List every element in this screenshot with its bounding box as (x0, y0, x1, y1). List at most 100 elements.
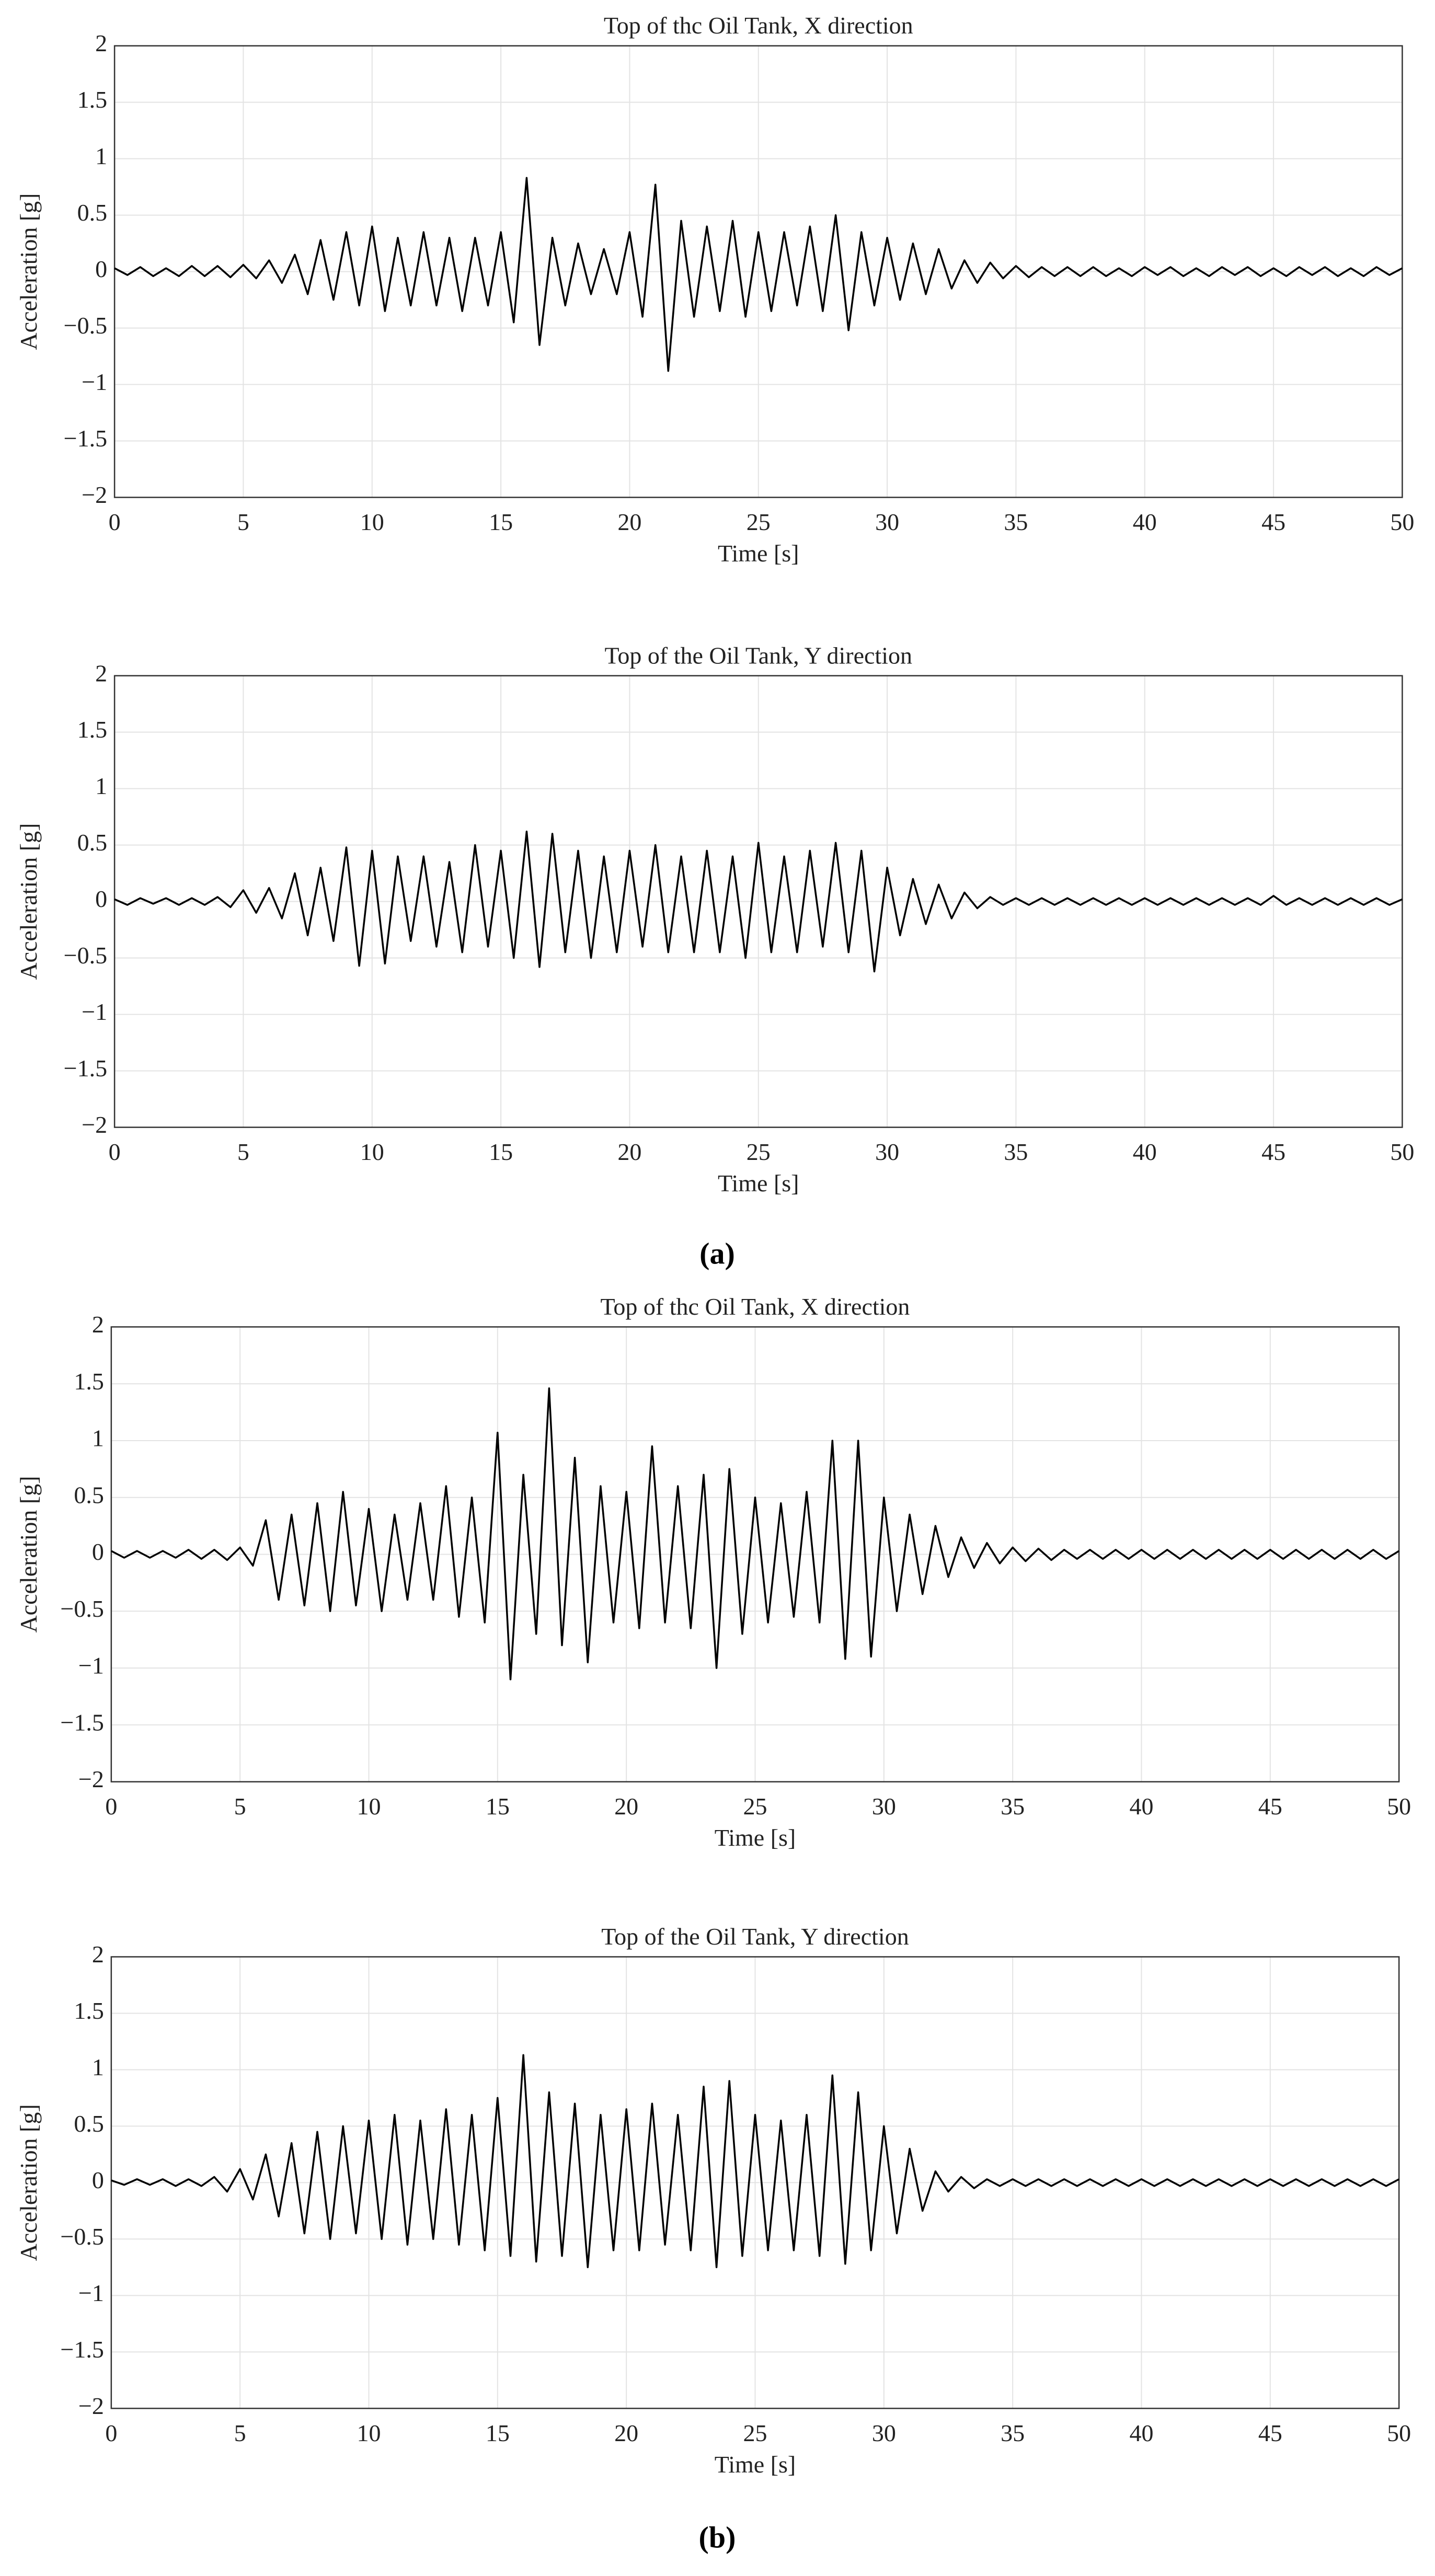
x-tick-label: 20 (617, 509, 641, 535)
x-tick-label: 15 (489, 1138, 513, 1165)
y-tick-label: 1.5 (77, 716, 108, 743)
x-tick-label: 50 (1390, 1138, 1414, 1165)
plot-frame (113, 45, 1403, 498)
x-tick-label: 5 (234, 1793, 246, 1820)
x-tick-label: 30 (875, 509, 899, 535)
x-tick-label: 35 (1001, 2420, 1025, 2446)
x-tick-label: 50 (1387, 1793, 1411, 1820)
chart-title: Top of the Oil Tank, Y direction (601, 1923, 909, 1950)
y-axis-label: Acceleration [g] (15, 823, 42, 980)
y-tick-label: −0.5 (64, 942, 107, 969)
y-tick-label: −2 (82, 1111, 107, 1138)
y-tick-label: 1 (95, 773, 107, 799)
x-tick-label: 15 (486, 2420, 510, 2446)
y-tick-label: 1.5 (74, 1997, 104, 2024)
plot-frame (113, 675, 1403, 1128)
x-tick-label: 10 (360, 1138, 384, 1165)
x-tick-label: 0 (105, 1793, 117, 1820)
chart-title: Top of thc Oil Tank, X direction (604, 12, 913, 39)
y-tick-label: −1.5 (60, 2336, 104, 2363)
x-tick-label: 20 (614, 1793, 638, 1820)
y-tick-label: 0.5 (74, 1481, 104, 1508)
caption: (b) (699, 2520, 736, 2554)
x-tick-label: 15 (489, 509, 513, 535)
y-tick-label: −0.5 (64, 312, 107, 339)
x-tick-label: 5 (237, 509, 249, 535)
y-tick-label: −1 (78, 1652, 104, 1679)
x-tick-label: 0 (109, 509, 121, 535)
x-tick-label: 0 (105, 2420, 117, 2446)
x-axis-label: Time [s] (715, 1824, 796, 1851)
x-tick-label: 25 (743, 1793, 767, 1820)
y-tick-label: 1 (92, 1425, 104, 1452)
y-tick-label: 0 (95, 886, 107, 912)
y-tick-label: 2 (92, 1311, 104, 1338)
y-tick-label: −0.5 (60, 1595, 104, 1622)
y-tick-label: −1 (82, 369, 107, 395)
plot-frame (110, 1956, 1400, 2409)
y-tick-label: 0 (95, 256, 107, 282)
x-tick-label: 30 (872, 1793, 896, 1820)
x-tick-label: 25 (747, 509, 771, 535)
chart-title: Top of thc Oil Tank, X direction (601, 1293, 910, 1320)
y-axis-label: Acceleration [g] (15, 1476, 42, 1632)
y-tick-label: 2 (95, 30, 107, 56)
y-tick-label: −0.5 (60, 2223, 104, 2250)
x-axis-label: Time [s] (718, 540, 799, 567)
y-tick-label: −1 (78, 2280, 104, 2306)
y-tick-label: 2 (95, 660, 107, 686)
x-tick-label: 50 (1390, 509, 1414, 535)
x-tick-label: 5 (234, 2420, 246, 2446)
x-tick-label: 35 (1001, 1793, 1025, 1820)
y-tick-label: 0.5 (74, 2110, 104, 2137)
data-line (114, 830, 1403, 973)
y-tick-label: 1.5 (74, 1368, 104, 1395)
x-tick-label: 25 (747, 1138, 771, 1165)
x-tick-label: 40 (1133, 509, 1157, 535)
x-tick-label: 20 (614, 2420, 638, 2446)
plot-frame (110, 1326, 1400, 1782)
x-tick-label: 10 (357, 2420, 381, 2446)
data-line (110, 1387, 1400, 1681)
y-tick-label: −1.5 (64, 425, 107, 452)
chart-title: Top of the Oil Tank, Y direction (605, 642, 912, 669)
y-tick-label: 0.5 (77, 199, 108, 226)
x-tick-label: 10 (357, 1793, 381, 1820)
x-tick-label: 35 (1004, 509, 1028, 535)
y-tick-label: −1.5 (64, 1055, 107, 1082)
caption: (a) (699, 1236, 735, 1270)
x-tick-label: 5 (237, 1138, 249, 1165)
x-axis-label: Time [s] (715, 2451, 796, 2478)
y-tick-label: −2 (82, 481, 107, 508)
x-tick-label: 45 (1261, 509, 1285, 535)
x-tick-label: 0 (109, 1138, 121, 1165)
x-axis-label: Time [s] (718, 1170, 799, 1197)
x-tick-label: 25 (743, 2420, 767, 2446)
x-tick-label: 30 (875, 1138, 899, 1165)
y-tick-label: 1 (92, 2054, 104, 2080)
x-tick-label: 35 (1004, 1138, 1028, 1165)
x-tick-label: 10 (360, 509, 384, 535)
y-axis-label: Acceleration [g] (15, 193, 42, 350)
x-tick-label: 45 (1258, 1793, 1282, 1820)
y-tick-label: −2 (78, 2393, 104, 2419)
x-tick-label: 15 (486, 1793, 510, 1820)
y-tick-label: −2 (78, 1766, 104, 1792)
x-tick-label: 20 (617, 1138, 641, 1165)
y-tick-label: 0.5 (77, 829, 108, 856)
y-axis-label: Acceleration [g] (15, 2104, 42, 2261)
y-tick-label: −1 (82, 998, 107, 1025)
y-tick-label: 1 (95, 143, 107, 169)
y-tick-label: −1.5 (60, 1709, 104, 1735)
x-tick-label: 40 (1129, 2420, 1153, 2446)
x-tick-label: 30 (872, 2420, 896, 2446)
data-line (111, 2054, 1400, 2269)
x-tick-label: 40 (1129, 1793, 1153, 1820)
y-tick-label: 2 (92, 1941, 104, 1968)
data-line (114, 177, 1403, 372)
y-tick-label: 0 (92, 1538, 104, 1565)
x-tick-label: 45 (1258, 2420, 1282, 2446)
x-tick-label: 40 (1133, 1138, 1157, 1165)
x-tick-label: 50 (1387, 2420, 1411, 2446)
